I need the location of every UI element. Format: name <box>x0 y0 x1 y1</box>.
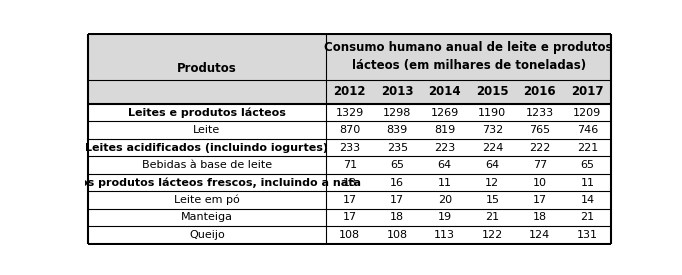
Text: 732: 732 <box>481 125 503 135</box>
Text: 223: 223 <box>434 143 456 153</box>
Text: 17: 17 <box>533 195 547 205</box>
Text: 2013: 2013 <box>381 85 413 98</box>
Text: 11: 11 <box>438 178 451 188</box>
Text: 233: 233 <box>339 143 360 153</box>
Text: 64: 64 <box>438 160 452 170</box>
Text: 108: 108 <box>387 230 408 240</box>
Text: 2015: 2015 <box>476 85 509 98</box>
Bar <box>88 34 611 104</box>
Text: 18: 18 <box>390 213 404 222</box>
Text: Leites e produtos lácteos: Leites e produtos lácteos <box>128 108 286 118</box>
Text: Manteiga: Manteiga <box>181 213 233 222</box>
Bar <box>88 226 611 244</box>
Text: 1190: 1190 <box>478 108 507 118</box>
Bar <box>88 104 611 121</box>
Text: 15: 15 <box>486 195 499 205</box>
Text: 222: 222 <box>529 143 550 153</box>
Text: 2016: 2016 <box>524 85 557 98</box>
Text: 12: 12 <box>486 178 499 188</box>
Text: 13: 13 <box>343 178 357 188</box>
Text: 839: 839 <box>387 125 408 135</box>
Text: 746: 746 <box>577 125 598 135</box>
Text: 77: 77 <box>533 160 547 170</box>
Text: 131: 131 <box>577 230 598 240</box>
Text: 11: 11 <box>580 178 595 188</box>
Text: 2012: 2012 <box>333 85 366 98</box>
Text: 122: 122 <box>481 230 503 240</box>
Bar <box>88 174 611 191</box>
Text: 1298: 1298 <box>383 108 411 118</box>
Text: 870: 870 <box>339 125 360 135</box>
Text: 19: 19 <box>438 213 452 222</box>
Text: 1233: 1233 <box>526 108 554 118</box>
Text: 21: 21 <box>580 213 595 222</box>
Text: 1329: 1329 <box>336 108 364 118</box>
Text: 2014: 2014 <box>428 85 461 98</box>
Text: 17: 17 <box>342 213 357 222</box>
Bar <box>88 191 611 209</box>
Text: 10: 10 <box>533 178 547 188</box>
Text: 14: 14 <box>580 195 595 205</box>
Text: 224: 224 <box>481 143 503 153</box>
Text: 765: 765 <box>529 125 550 135</box>
Text: 124: 124 <box>529 230 550 240</box>
Text: 64: 64 <box>486 160 499 170</box>
Text: 16: 16 <box>390 178 404 188</box>
Text: Leite em pó: Leite em pó <box>174 195 240 205</box>
Text: Produtos: Produtos <box>177 62 237 76</box>
Bar <box>88 121 611 139</box>
Text: 65: 65 <box>390 160 404 170</box>
Bar <box>88 209 611 226</box>
Text: 235: 235 <box>387 143 408 153</box>
Text: 20: 20 <box>438 195 452 205</box>
Text: Consumo humano anual de leite e produtos: Consumo humano anual de leite e produtos <box>325 41 613 54</box>
Text: 17: 17 <box>342 195 357 205</box>
Text: 819: 819 <box>434 125 456 135</box>
Text: 65: 65 <box>580 160 595 170</box>
Text: lácteos (em milhares de toneladas): lácteos (em milhares de toneladas) <box>351 59 586 72</box>
Text: 17: 17 <box>390 195 404 205</box>
Text: 71: 71 <box>342 160 357 170</box>
Text: Outros produtos lácteos frescos, incluindo a nata: Outros produtos lácteos frescos, incluin… <box>53 177 361 188</box>
Bar <box>88 156 611 174</box>
Text: 221: 221 <box>577 143 598 153</box>
Text: 1209: 1209 <box>574 108 602 118</box>
Text: 1269: 1269 <box>430 108 459 118</box>
Text: Leites acidificados (incluindo iogurtes): Leites acidificados (incluindo iogurtes) <box>85 143 329 153</box>
Text: 2017: 2017 <box>571 85 604 98</box>
Text: 108: 108 <box>339 230 360 240</box>
Text: 113: 113 <box>434 230 456 240</box>
Text: 18: 18 <box>533 213 547 222</box>
Text: Queijo: Queijo <box>189 230 225 240</box>
Text: Bebidas à base de leite: Bebidas à base de leite <box>142 160 272 170</box>
Text: Leite: Leite <box>193 125 220 135</box>
Text: 21: 21 <box>486 213 499 222</box>
Bar <box>88 139 611 156</box>
